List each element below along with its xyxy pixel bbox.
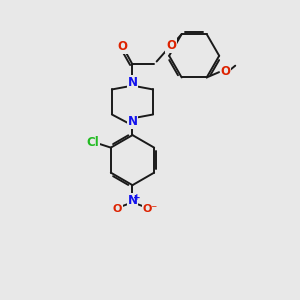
Text: N: N — [128, 194, 137, 207]
Text: Cl: Cl — [86, 136, 99, 149]
Text: O⁻: O⁻ — [142, 204, 158, 214]
Text: O: O — [166, 39, 176, 52]
Text: N: N — [128, 76, 137, 88]
Text: O: O — [112, 204, 122, 214]
Text: N: N — [128, 115, 137, 128]
Text: O: O — [118, 40, 128, 53]
Text: O: O — [220, 65, 230, 78]
Text: +: + — [133, 193, 141, 202]
